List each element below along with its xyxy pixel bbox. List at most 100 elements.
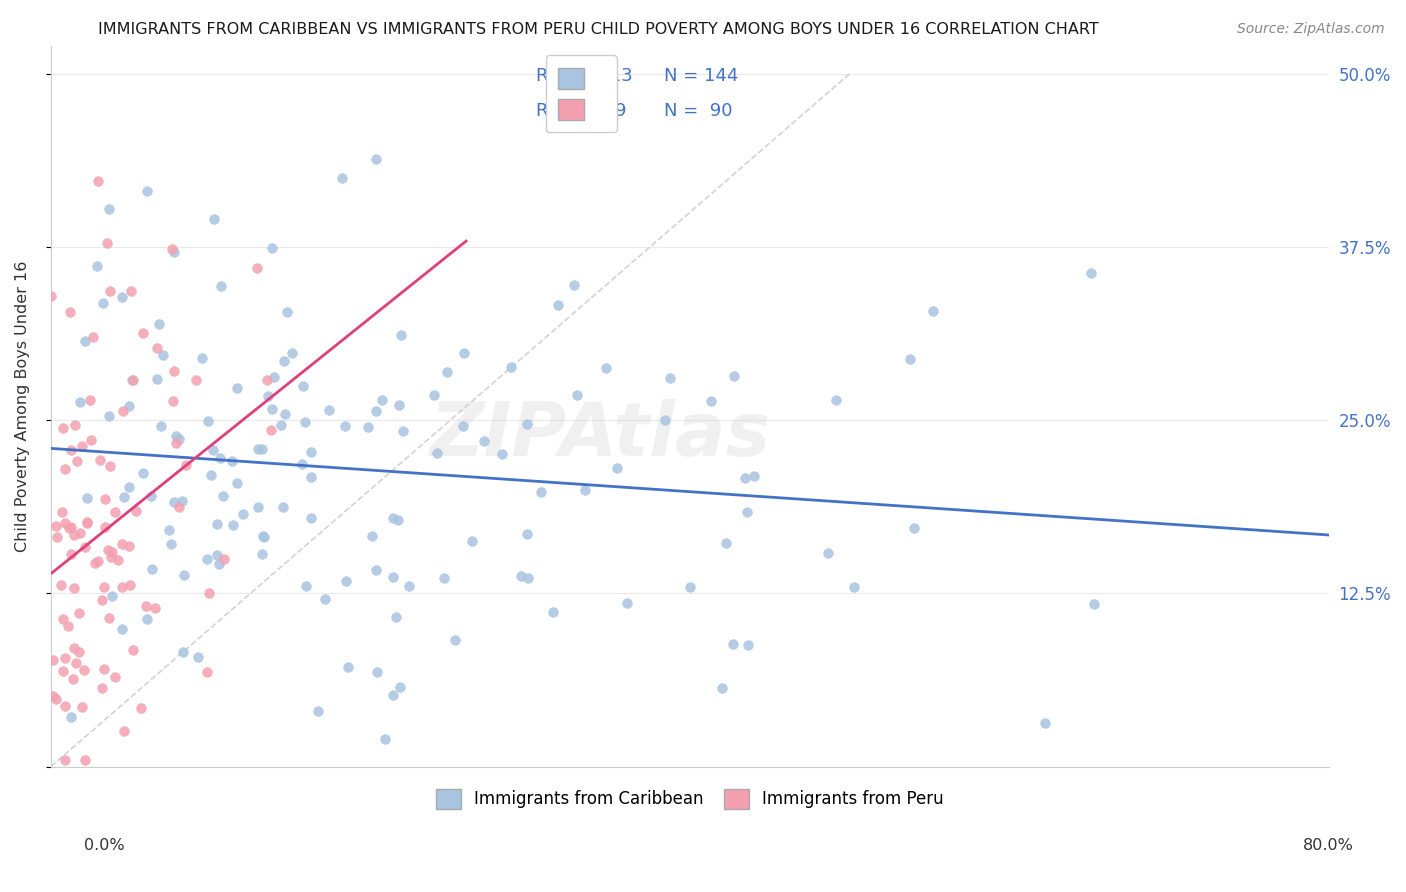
Point (257, 389, 280, 403)
Point (510, 569, 533, 583)
Point (101, 545, 124, 559)
Point (163, 495, 186, 509)
Point (69, 525, 91, 540)
Point (152, 348, 174, 362)
Point (295, 579, 318, 593)
Point (679, 580, 702, 594)
Text: 0.0%: 0.0% (84, 838, 124, 853)
Point (118, 539, 141, 553)
Point (141, 562, 163, 576)
Point (51, 577, 73, 591)
Point (333, 419, 356, 434)
Point (499, 360, 522, 375)
Point (148, 317, 170, 331)
Point (250, 442, 273, 456)
Text: R = -0.113: R = -0.113 (537, 68, 633, 86)
Point (42, 689, 65, 703)
Point (129, 701, 152, 715)
Point (734, 470, 756, 484)
Point (62, 581, 84, 595)
Point (101, 589, 124, 603)
Point (79, 392, 101, 407)
Point (65, 656, 87, 670)
Point (197, 414, 219, 428)
Point (118, 480, 141, 494)
Point (208, 451, 231, 466)
Point (59, 547, 82, 561)
Text: 80.0%: 80.0% (1303, 838, 1354, 853)
Point (817, 546, 839, 560)
Point (67, 645, 90, 659)
Point (75, 334, 97, 349)
Point (107, 553, 129, 567)
Point (163, 364, 186, 378)
Point (260, 423, 283, 437)
Point (98, 458, 121, 473)
Point (62, 672, 84, 686)
Point (314, 591, 336, 606)
Point (260, 402, 283, 417)
Point (58, 520, 80, 534)
Point (263, 370, 285, 384)
Point (80, 433, 103, 447)
Point (273, 353, 295, 368)
Point (195, 551, 218, 566)
Point (541, 605, 564, 619)
Text: R = 0.399: R = 0.399 (537, 102, 627, 120)
Point (149, 419, 172, 434)
Point (169, 500, 191, 514)
Point (291, 457, 314, 471)
Point (90, 593, 112, 607)
Legend: Immigrants from Caribbean, Immigrants from Peru: Immigrants from Caribbean, Immigrants fr… (427, 780, 952, 817)
Point (574, 483, 596, 498)
Point (1083, 597, 1105, 611)
Point (516, 571, 538, 585)
Point (562, 277, 585, 292)
Point (136, 612, 159, 626)
Point (274, 408, 297, 422)
Point (120, 578, 142, 592)
Point (202, 212, 225, 227)
Point (330, 171, 353, 186)
Point (1080, 266, 1102, 280)
Point (451, 418, 474, 433)
Point (208, 558, 231, 572)
Point (112, 723, 135, 738)
Point (389, 680, 412, 694)
Point (516, 417, 538, 432)
Point (742, 469, 765, 483)
Point (98, 284, 121, 298)
Point (165, 429, 187, 443)
Point (63, 417, 86, 432)
Point (530, 484, 553, 499)
Point (45, 519, 67, 533)
Point (433, 571, 456, 585)
Point (167, 432, 190, 446)
Point (163, 245, 186, 260)
Point (723, 368, 745, 383)
Point (187, 649, 209, 664)
Point (145, 600, 167, 615)
Point (45, 692, 67, 706)
Point (53, 651, 76, 665)
Point (56, 619, 79, 633)
Point (160, 537, 183, 551)
Point (205, 516, 228, 531)
Point (139, 489, 162, 503)
Point (111, 623, 134, 637)
Point (658, 371, 681, 385)
Point (53, 461, 76, 475)
Point (366, 152, 388, 166)
Point (197, 665, 219, 679)
Point (361, 529, 384, 543)
Point (364, 403, 387, 417)
Point (60, 710, 83, 724)
Point (246, 442, 269, 456)
Point (104, 670, 127, 684)
Point (737, 638, 759, 652)
Point (197, 585, 219, 599)
Point (299, 470, 322, 484)
Point (336, 660, 359, 674)
Point (200, 468, 222, 483)
Text: N = 144: N = 144 (664, 68, 738, 86)
